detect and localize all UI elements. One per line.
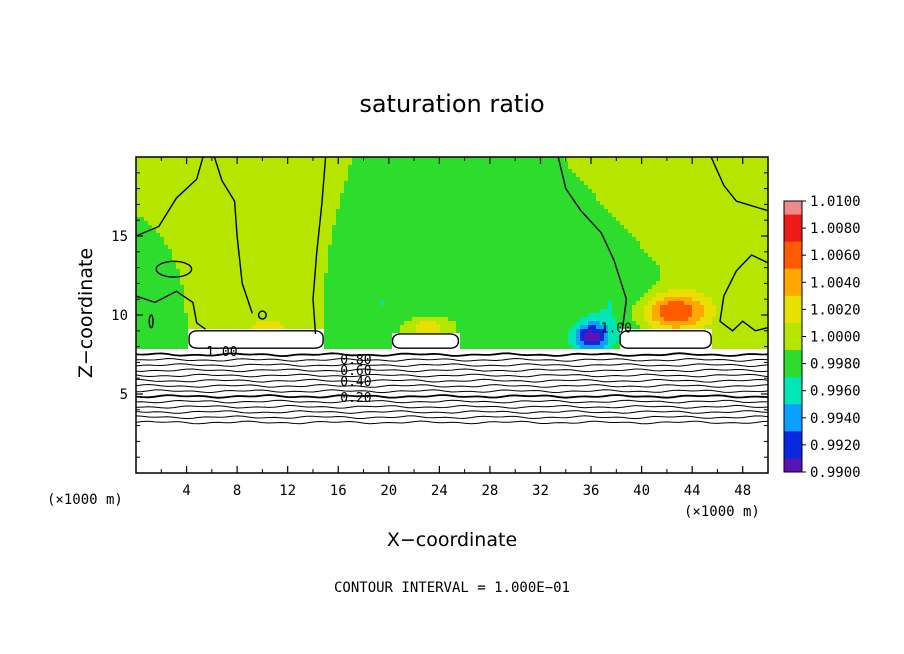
contour-labels: 1.00 0.800.600.400.20 1.00 <box>206 321 632 406</box>
colorbar-swatch <box>784 268 802 283</box>
x-tick-label: 12 <box>279 483 296 499</box>
colorbar-swatch <box>784 201 802 216</box>
x-unit-left: (×1000 m) <box>47 492 123 508</box>
colorbar-swatch <box>784 336 802 351</box>
contour-line <box>136 357 768 362</box>
colorbar-label: 1.0040 <box>810 275 861 291</box>
contour-line <box>136 157 204 237</box>
colorbar-swatch <box>784 417 802 432</box>
contour-line <box>136 383 768 388</box>
x-tick-label: 16 <box>330 483 347 499</box>
y-tick-label: 5 <box>120 387 128 403</box>
colorbar-swatch <box>784 390 802 405</box>
contour-label: 0.80 <box>340 353 371 368</box>
colorbar-label: 0.9900 <box>810 465 861 481</box>
contour-line <box>136 290 206 330</box>
contour-line <box>213 157 253 314</box>
colorbar-swatch <box>784 322 802 337</box>
x-tick-label: 8 <box>233 483 241 499</box>
x-unit-right: (×1000 m) <box>684 504 760 520</box>
contour-line <box>257 310 267 320</box>
contour-line <box>136 415 768 420</box>
colorbar-swatch <box>784 241 802 256</box>
contour-label: 1.00 <box>601 321 632 336</box>
colorbar-swatch <box>784 295 802 310</box>
y-tick-label: 10 <box>111 308 128 324</box>
colorbar-swatch <box>784 363 802 378</box>
x-tick-label: 20 <box>380 483 397 499</box>
y-tick-label: 15 <box>111 229 128 245</box>
contour-line <box>136 373 768 378</box>
chart-title: saturation ratio <box>359 90 544 118</box>
contour-line <box>619 330 712 349</box>
x-tick-label: 48 <box>734 483 751 499</box>
contour-line <box>136 368 768 373</box>
x-tick-label: 28 <box>481 483 498 499</box>
contour-line <box>155 260 193 278</box>
colorbar-label: 0.9920 <box>810 438 861 454</box>
contour-line <box>136 363 768 368</box>
saturation-field <box>136 157 768 473</box>
colorbar-swatch <box>784 458 802 473</box>
contour-line <box>391 333 460 349</box>
colorbar-label: 1.0000 <box>810 330 861 346</box>
contour-label: 0.40 <box>340 375 371 390</box>
colorbar-label: 1.0080 <box>810 221 861 237</box>
colorbar-label: 1.0100 <box>810 194 861 210</box>
x-tick-label: 4 <box>182 483 190 499</box>
x-tick-label: 32 <box>532 483 549 499</box>
x-tick-label: 40 <box>633 483 650 499</box>
colorbar-swatch <box>784 255 802 270</box>
contour-line <box>719 254 768 332</box>
colorbar: 1.0100 1.0080 1.0060 1.0040 1.0020 1.0000 0.99… <box>783 194 861 481</box>
colorbar-swatch <box>784 404 802 419</box>
colorbar-swatch <box>784 282 802 297</box>
contour-label: 0.20 <box>340 391 371 406</box>
colorbar-swatch <box>784 228 802 243</box>
contour-line <box>136 378 768 383</box>
colorbar-label: 0.9980 <box>810 357 861 373</box>
contour-line <box>136 352 768 358</box>
contour-line <box>557 157 628 328</box>
contour-line <box>188 330 324 349</box>
y-axis-label: Z−coordinate <box>75 248 97 378</box>
colorbar-label: 0.9960 <box>810 384 861 400</box>
colorbar-label: 1.0020 <box>810 302 861 318</box>
contour-line <box>148 314 154 329</box>
contour-line <box>312 157 327 335</box>
colorbar-label: 0.9940 <box>810 411 861 427</box>
contour-line <box>136 404 768 409</box>
colorbar-swatch <box>784 444 802 459</box>
contour-line <box>710 157 768 212</box>
colorbar-swatch <box>784 431 802 446</box>
contour-line <box>136 394 768 399</box>
contour-label: 1.00 <box>206 345 237 360</box>
x-axis-ticks: 4 8 12 16 20 24 28 32 36 40 44 48 <box>160 157 751 499</box>
y-axis-ticks: 5 10 15 <box>111 172 768 458</box>
colorbar-swatch <box>784 309 802 324</box>
x-tick-label: 24 <box>431 483 448 499</box>
contour-line <box>136 410 768 414</box>
colorbar-swatch <box>784 214 802 229</box>
contour-line <box>136 389 768 394</box>
colorbar-label: 1.0060 <box>810 248 861 264</box>
contour-label: 0.60 <box>340 364 371 379</box>
contour-interval-note: CONTOUR INTERVAL = 1.000E−01 <box>334 580 570 596</box>
x-tick-label: 36 <box>583 483 600 499</box>
x-axis-label: X−coordinate <box>387 529 517 551</box>
contour-line <box>136 420 768 425</box>
colorbar-swatch <box>784 377 802 392</box>
contour-line <box>136 399 768 404</box>
contour-lines <box>136 157 768 425</box>
x-tick-label: 44 <box>684 483 701 499</box>
colorbar-swatch <box>784 350 802 365</box>
